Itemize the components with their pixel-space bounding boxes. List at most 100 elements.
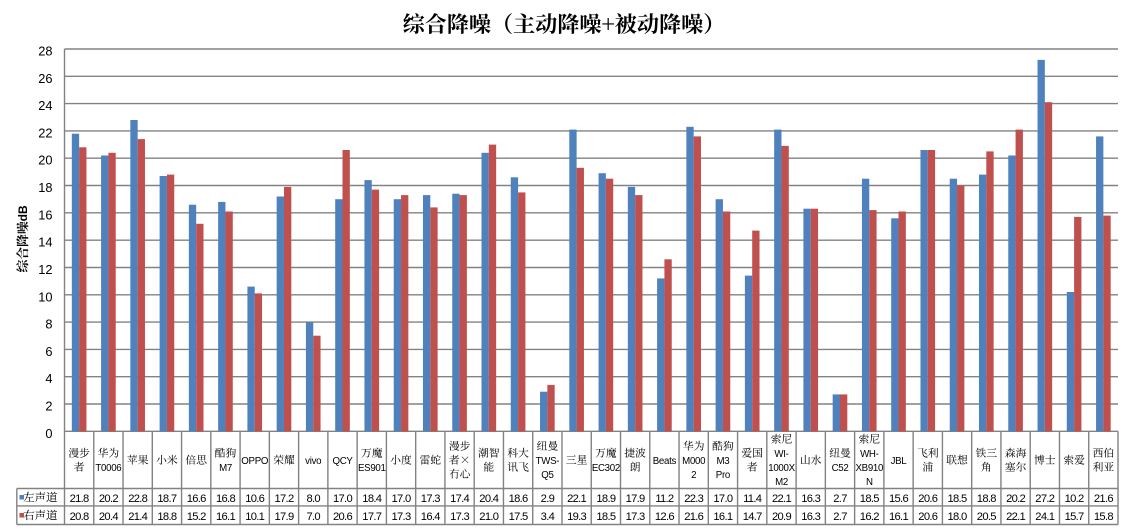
- svg-text:Q5: Q5: [541, 470, 553, 481]
- svg-text:17.0: 17.0: [333, 493, 352, 505]
- svg-text:JBL: JBL: [891, 456, 908, 467]
- svg-text:18.5: 18.5: [948, 493, 967, 505]
- svg-text:16: 16: [38, 207, 52, 222]
- svg-text:19.3: 19.3: [567, 511, 586, 523]
- svg-text:20.2: 20.2: [1006, 493, 1025, 505]
- svg-text:QCY: QCY: [332, 456, 353, 467]
- svg-text:17.3: 17.3: [450, 511, 469, 523]
- svg-text:18.8: 18.8: [157, 511, 176, 523]
- svg-text:14: 14: [38, 235, 52, 250]
- svg-text:11.2: 11.2: [655, 493, 674, 505]
- svg-text:10.6: 10.6: [245, 493, 264, 505]
- svg-text:15.2: 15.2: [187, 511, 206, 523]
- svg-text:14.7: 14.7: [743, 511, 762, 523]
- svg-text:22.1: 22.1: [772, 493, 791, 505]
- svg-text:0: 0: [45, 426, 52, 441]
- svg-text:C52: C52: [832, 463, 849, 474]
- svg-text:28: 28: [38, 44, 52, 59]
- svg-text:21.4: 21.4: [128, 511, 147, 523]
- svg-text:10: 10: [38, 289, 52, 304]
- svg-text:M000: M000: [682, 456, 706, 467]
- svg-text:22.3: 22.3: [684, 493, 703, 505]
- svg-text:2: 2: [45, 399, 52, 414]
- svg-text:20.5: 20.5: [977, 511, 996, 523]
- svg-text:10.1: 10.1: [245, 511, 264, 523]
- svg-text:6: 6: [45, 344, 52, 359]
- svg-text:17.4: 17.4: [450, 493, 469, 505]
- svg-text:20.4: 20.4: [99, 511, 118, 523]
- svg-text:2.7: 2.7: [833, 511, 847, 523]
- svg-text:8: 8: [45, 317, 52, 332]
- svg-text:17.2: 17.2: [275, 493, 294, 505]
- svg-text:20.6: 20.6: [918, 511, 937, 523]
- svg-text:M3: M3: [716, 456, 729, 467]
- svg-text:XB910: XB910: [856, 463, 884, 474]
- svg-text:21.6: 21.6: [684, 511, 703, 523]
- svg-text:T0006: T0006: [95, 463, 121, 474]
- svg-text:18.9: 18.9: [596, 493, 615, 505]
- svg-text:21.6: 21.6: [1094, 493, 1113, 505]
- svg-text:17.0: 17.0: [713, 493, 732, 505]
- svg-text:20.4: 20.4: [479, 493, 498, 505]
- svg-text:20.8: 20.8: [70, 511, 89, 523]
- svg-text:3.4: 3.4: [541, 511, 555, 523]
- svg-text:N: N: [866, 477, 873, 488]
- svg-text:16.3: 16.3: [801, 511, 820, 523]
- svg-text:M7: M7: [219, 463, 232, 474]
- svg-text:15.7: 15.7: [1065, 511, 1084, 523]
- svg-text:22.8: 22.8: [128, 493, 147, 505]
- svg-text:WI-: WI-: [774, 449, 788, 460]
- svg-text:2.9: 2.9: [541, 493, 555, 505]
- svg-text:24: 24: [38, 98, 52, 113]
- svg-text:1000X: 1000X: [768, 463, 795, 474]
- svg-text:18.8: 18.8: [977, 493, 996, 505]
- svg-text:16.1: 16.1: [216, 511, 235, 523]
- svg-text:16.4: 16.4: [421, 511, 440, 523]
- svg-text:17.3: 17.3: [392, 511, 411, 523]
- svg-text:16.1: 16.1: [889, 511, 908, 523]
- svg-text:16.3: 16.3: [801, 493, 820, 505]
- svg-text:2.7: 2.7: [833, 493, 847, 505]
- svg-text:vivo: vivo: [305, 456, 321, 467]
- svg-text:10.2: 10.2: [1065, 493, 1084, 505]
- svg-text:18.4: 18.4: [362, 493, 381, 505]
- svg-text:27.2: 27.2: [1035, 493, 1054, 505]
- svg-text:4: 4: [45, 371, 52, 386]
- svg-text:12.6: 12.6: [655, 511, 674, 523]
- svg-text:16.2: 16.2: [860, 511, 879, 523]
- svg-text:WH-: WH-: [860, 449, 879, 460]
- svg-text:OPPO: OPPO: [241, 456, 269, 467]
- svg-text:18.5: 18.5: [596, 511, 615, 523]
- svg-text:20: 20: [38, 153, 52, 168]
- svg-text:11.4: 11.4: [743, 493, 762, 505]
- svg-text:18.7: 18.7: [157, 493, 176, 505]
- svg-text:18.6: 18.6: [509, 493, 528, 505]
- svg-text:17.3: 17.3: [626, 511, 645, 523]
- svg-text:17.0: 17.0: [392, 493, 411, 505]
- svg-text:16.8: 16.8: [216, 493, 235, 505]
- svg-text:18: 18: [38, 180, 52, 195]
- svg-text:24.1: 24.1: [1035, 511, 1054, 523]
- svg-text:21.0: 21.0: [479, 511, 498, 523]
- svg-text:Pro: Pro: [716, 470, 730, 481]
- svg-text:TWS-: TWS-: [536, 456, 560, 467]
- svg-text:8.0: 8.0: [306, 493, 320, 505]
- svg-text:7.0: 7.0: [306, 511, 320, 523]
- svg-text:dB: dB: [16, 205, 30, 221]
- svg-text:12: 12: [38, 262, 52, 277]
- svg-text:16.6: 16.6: [187, 493, 206, 505]
- svg-text:ES901: ES901: [358, 463, 386, 474]
- svg-text:22.1: 22.1: [1006, 511, 1025, 523]
- svg-text:18.0: 18.0: [948, 511, 967, 523]
- svg-text:EC302: EC302: [592, 463, 620, 474]
- svg-text:20.6: 20.6: [333, 511, 352, 523]
- svg-text:17.7: 17.7: [362, 511, 381, 523]
- svg-text:21.8: 21.8: [70, 493, 89, 505]
- svg-text:22: 22: [38, 125, 52, 140]
- svg-text:M2: M2: [775, 477, 788, 488]
- svg-text:18.5: 18.5: [860, 493, 879, 505]
- svg-text:2: 2: [691, 470, 696, 481]
- svg-text:20.9: 20.9: [772, 511, 791, 523]
- svg-text:17.3: 17.3: [421, 493, 440, 505]
- svg-text:Beats: Beats: [653, 456, 677, 467]
